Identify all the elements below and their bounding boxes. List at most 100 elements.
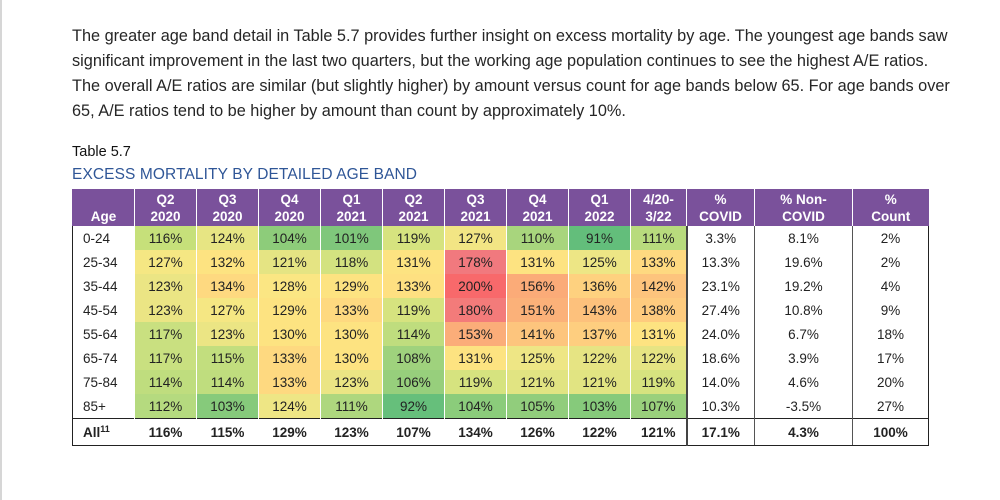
covid-pct-cell: 3.3% (685, 226, 755, 250)
covid-pct-cell: 10.3% (685, 394, 755, 419)
column-header: Q3 2021 (444, 189, 507, 226)
ae-ratio-cell: 137% (568, 322, 631, 346)
ae-ratio-cell: 103% (568, 394, 631, 419)
column-header-top: Q1 (342, 192, 361, 207)
column-header-bottom: 2021 (460, 209, 491, 224)
column-header: 4/20- 3/22 (630, 189, 687, 226)
ae-ratio-cell: 122% (630, 346, 687, 370)
ae-ratio-cell: 105% (506, 394, 569, 419)
ae-ratio-cell: 123% (134, 274, 197, 298)
count-pct-cell: 2% (852, 226, 929, 250)
table-row: 55-64 117% 123% 130% 130% 114% 153% 141% 137% 131… (72, 322, 929, 346)
total-ratio-cell: 126% (506, 418, 569, 446)
total-count-pct-cell: 100% (852, 418, 929, 446)
ae-ratio-cell: 134% (196, 274, 259, 298)
ae-ratio-cell: 117% (134, 322, 197, 346)
count-pct-cell: 27% (852, 394, 929, 419)
ae-ratio-cell: 130% (320, 346, 383, 370)
column-header-bottom: Count (871, 209, 911, 224)
total-ratio-cell: 134% (444, 418, 507, 446)
body-paragraph: The greater age band detail in Table 5.7… (72, 27, 950, 120)
table-row: 75-84 114% 114% 133% 123% 106% 119% 121% 121% 119… (72, 370, 929, 394)
ae-ratio-cell: 136% (568, 274, 631, 298)
ae-ratio-cell: 117% (134, 346, 197, 370)
column-header-bottom: 2021 (522, 209, 553, 224)
page-edge-line (0, 0, 2, 500)
table-label: Table 5.7 (72, 144, 131, 160)
table-header: Age Q2 2020 Q3 2020 Q4 2020 Q1 2021 Q2 2021 Q3 2021 Q… (72, 189, 929, 226)
ae-ratio-cell: 133% (258, 370, 321, 394)
ae-ratio-cell: 101% (320, 226, 383, 250)
total-row: All11 116% 115% 129% 123% 107% 134% 126% 122% 121… (72, 418, 929, 446)
count-pct-cell: 2% (852, 250, 929, 274)
ae-ratio-cell: 131% (630, 322, 687, 346)
ae-ratio-cell: 151% (506, 298, 569, 322)
noncovid-pct-cell: 19.6% (754, 250, 853, 274)
ae-ratio-cell: 178% (444, 250, 507, 274)
total-age-cell: All11 (72, 418, 135, 446)
total-ratio-cell: 116% (134, 418, 197, 446)
ae-ratio-cell: 128% (258, 274, 321, 298)
covid-pct-cell: 23.1% (685, 274, 755, 298)
ae-ratio-cell: 133% (630, 250, 687, 274)
ae-ratio-cell: 114% (382, 322, 445, 346)
ae-ratio-cell: 131% (382, 250, 445, 274)
age-cell: 25-34 (72, 250, 135, 274)
column-header-bottom: COVID (699, 209, 742, 224)
column-header-top: 4/20- (643, 192, 674, 207)
ae-ratio-cell: 132% (196, 250, 259, 274)
ae-ratio-cell: 133% (258, 346, 321, 370)
covid-pct-cell: 24.0% (685, 322, 755, 346)
ae-ratio-cell: 122% (568, 346, 631, 370)
column-header-bottom: 2021 (336, 209, 367, 224)
ae-ratio-cell: 127% (444, 226, 507, 250)
covid-pct-cell: 18.6% (685, 346, 755, 370)
column-header-top: Q4 (280, 192, 299, 207)
ae-ratio-cell: 133% (382, 274, 445, 298)
ae-ratio-cell: 133% (320, 298, 383, 322)
ae-ratio-cell: 143% (568, 298, 631, 322)
column-header-top: Q4 (528, 192, 547, 207)
table-row: 45-54 123% 127% 129% 133% 119% 180% 151% 143% 138… (72, 298, 929, 322)
total-ratio-cell: 107% (382, 418, 445, 446)
table-row: 35-44 123% 134% 128% 129% 133% 200% 156% 136% 142… (72, 274, 929, 298)
column-header-top: % (714, 192, 727, 207)
ae-ratio-cell: 114% (196, 370, 259, 394)
covid-pct-cell: 14.0% (685, 370, 755, 394)
ae-ratio-cell: 130% (258, 322, 321, 346)
ae-ratio-cell: 125% (568, 250, 631, 274)
covid-pct-cell: 27.4% (685, 298, 755, 322)
ae-ratio-cell: 138% (630, 298, 687, 322)
column-header: Age (72, 189, 135, 226)
ae-ratio-cell: 124% (196, 226, 259, 250)
column-header-top: % Non- (780, 192, 827, 207)
column-header: Q1 2022 (568, 189, 631, 226)
ae-ratio-cell: 123% (320, 370, 383, 394)
column-header: Q1 2021 (320, 189, 383, 226)
ae-ratio-cell: 116% (134, 226, 197, 250)
column-header-top: Q3 (218, 192, 237, 207)
age-cell: 75-84 (72, 370, 135, 394)
age-cell: 0-24 (72, 226, 135, 250)
ae-ratio-cell: 127% (134, 250, 197, 274)
column-header: % Non- COVID (754, 189, 853, 226)
table-row: 25-34 127% 132% 121% 118% 131% 178% 131% 125% 133… (72, 250, 929, 274)
excess-mortality-table: Age Q2 2020 Q3 2020 Q4 2020 Q1 2021 Q2 2021 Q3 2021 Q… (72, 189, 929, 446)
ae-ratio-cell: 125% (506, 346, 569, 370)
noncovid-pct-cell: -3.5% (754, 394, 853, 419)
ae-ratio-cell: 142% (630, 274, 687, 298)
covid-pct-cell: 13.3% (685, 250, 755, 274)
ae-ratio-cell: 180% (444, 298, 507, 322)
ae-ratio-cell: 115% (196, 346, 259, 370)
count-pct-cell: 4% (852, 274, 929, 298)
ae-ratio-cell: 119% (382, 298, 445, 322)
ae-ratio-cell: 119% (382, 226, 445, 250)
column-header-top: % (884, 192, 897, 207)
column-header: Q2 2020 (134, 189, 197, 226)
column-header-bottom: 2020 (274, 209, 305, 224)
total-ratio-cell: 121% (630, 418, 687, 446)
ae-ratio-cell: 156% (506, 274, 569, 298)
ae-ratio-cell: 129% (258, 298, 321, 322)
ae-ratio-cell: 129% (320, 274, 383, 298)
total-ratio-cell: 122% (568, 418, 631, 446)
